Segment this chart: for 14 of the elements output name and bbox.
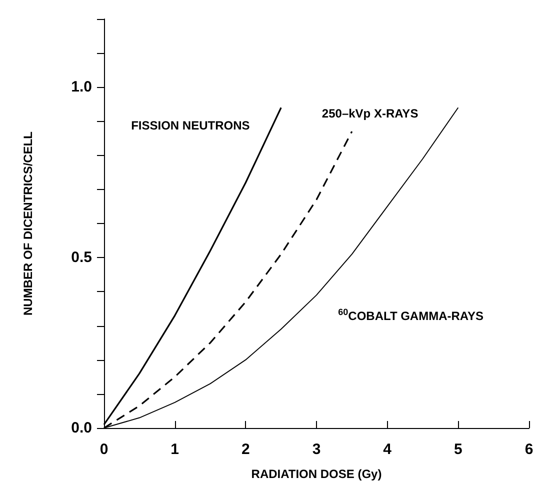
x-tick-label: 0 (100, 441, 108, 458)
series-label: FISSION NEUTRONS (131, 118, 250, 133)
x-tick-label: 4 (383, 441, 392, 458)
y-tick-label: 0.0 (71, 420, 92, 436)
x-tick-label: 1 (170, 441, 180, 458)
y-tick-label: 0.5 (71, 249, 92, 266)
y-axis-title: NUMBER OF DICENTRICS/CELL (21, 132, 35, 316)
x-tick-label: 2 (241, 441, 250, 458)
x-tick-label: 6 (524, 441, 534, 458)
y-tick-label: 1.0 (71, 78, 92, 96)
text: 250–kVp X-RAYS (322, 106, 418, 120)
x-tick-label: 5 (454, 441, 462, 458)
x-axis-title: RADIATION DOSE (Gy) (251, 467, 382, 481)
x-tick-label: 3 (312, 441, 321, 458)
